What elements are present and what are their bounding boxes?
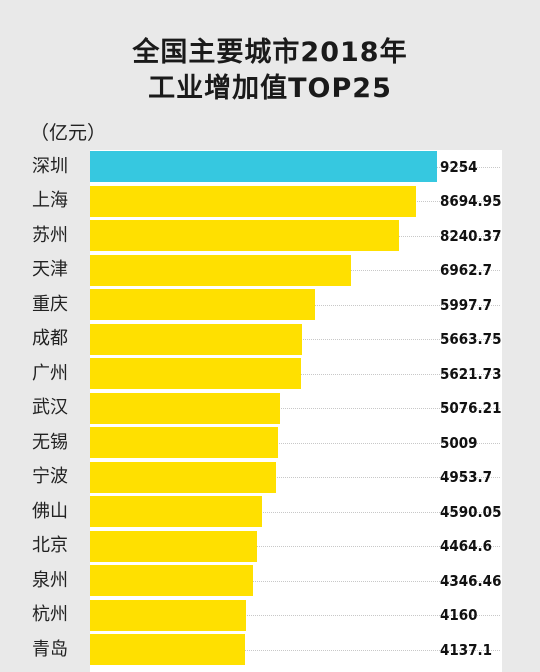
bar xyxy=(90,565,253,596)
row-gridline xyxy=(92,649,500,651)
value-label: 9254 xyxy=(440,157,478,176)
bar xyxy=(90,634,245,665)
row-gridline xyxy=(92,442,500,444)
bar xyxy=(90,599,246,631)
bar xyxy=(90,220,399,251)
value-label: 5621.73 xyxy=(440,364,502,383)
category-label: 无锡 xyxy=(32,431,68,453)
value-label: 5009 xyxy=(440,433,478,452)
bar xyxy=(90,496,262,527)
row-gridline xyxy=(92,615,500,616)
value-label: 8694.95 xyxy=(440,192,502,210)
value-label: 4346.46 xyxy=(440,571,502,590)
value-label: 4464.6 xyxy=(440,537,493,555)
row-gridline xyxy=(92,580,500,582)
bar xyxy=(90,461,276,493)
category-label: 苏州 xyxy=(32,224,68,246)
bar xyxy=(90,323,303,355)
row-gridline xyxy=(92,408,500,409)
bar xyxy=(90,185,416,217)
chart-title-line1: 全国主要城市2018年 xyxy=(132,37,408,68)
category-label: 青岛 xyxy=(32,638,68,660)
category-label: 泉州 xyxy=(32,569,68,591)
bar xyxy=(90,358,301,389)
category-label: 佛山 xyxy=(32,500,68,522)
row-gridline xyxy=(92,511,500,513)
bar xyxy=(90,530,258,562)
chart-title-line2: 工业增加值TOP25 xyxy=(148,73,392,104)
value-label: 8240.37 xyxy=(440,226,502,245)
row-gridline xyxy=(92,546,500,547)
category-label: 上海 xyxy=(32,190,68,211)
bar xyxy=(90,289,315,320)
row-gridline xyxy=(92,477,500,478)
value-label: 6962.7 xyxy=(440,261,493,279)
plot-area xyxy=(90,150,502,672)
value-label: 4137.1 xyxy=(440,640,493,659)
category-label: 广州 xyxy=(32,362,68,384)
category-label: 北京 xyxy=(32,535,68,556)
value-label: 5997.7 xyxy=(440,295,493,314)
bar xyxy=(90,254,351,286)
value-label: 4590.05 xyxy=(440,502,502,521)
category-label: 成都 xyxy=(32,328,68,349)
category-label: 天津 xyxy=(32,259,68,280)
category-label: 宁波 xyxy=(32,466,68,487)
category-label: 重庆 xyxy=(32,293,68,315)
category-label: 武汉 xyxy=(32,397,68,418)
value-label: 5663.75 xyxy=(440,330,502,348)
bar xyxy=(90,151,437,182)
value-label: 4160 xyxy=(440,606,478,624)
bar xyxy=(90,392,281,424)
category-label: 深圳 xyxy=(32,155,68,177)
category-label: 杭州 xyxy=(32,604,68,625)
value-label: 5076.21 xyxy=(440,399,502,417)
unit-label: （亿元） xyxy=(30,122,107,144)
bar xyxy=(90,427,278,458)
value-label: 4953.7 xyxy=(440,468,493,486)
